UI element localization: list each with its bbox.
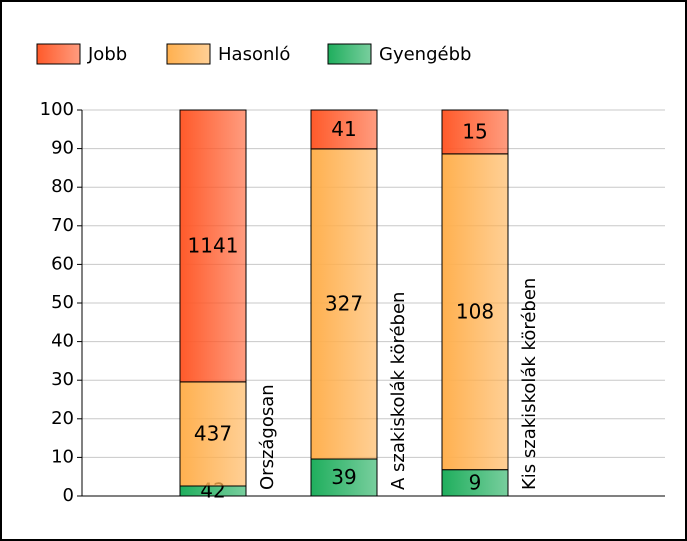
bar-segment <box>310 148 378 460</box>
y-tick-label: 80 <box>51 176 74 197</box>
y-tick-label: 40 <box>51 331 74 352</box>
bar-segment <box>441 153 509 471</box>
data-label: 9 <box>469 470 482 494</box>
y-tick-label: 60 <box>51 253 74 274</box>
category-label: Kis szakiskolák körében <box>519 278 540 490</box>
data-label: 327 <box>325 291 363 315</box>
data-label: 1141 <box>188 233 239 257</box>
data-label: 437 <box>194 421 232 445</box>
y-tick-label: 10 <box>51 446 74 467</box>
y-tick-label: 0 <box>63 485 74 506</box>
y-tick-label: 30 <box>51 369 74 390</box>
category-label: A szakiskolák körében <box>388 292 409 490</box>
data-label: 108 <box>456 299 494 323</box>
data-label: 41 <box>331 117 356 141</box>
legend-label: Gyengébb <box>379 44 471 65</box>
legend-swatch <box>36 43 81 65</box>
category-label: Országosan <box>257 384 278 490</box>
legend-label: Jobb <box>87 44 127 65</box>
data-label: 39 <box>331 465 356 489</box>
data-label: 15 <box>462 119 487 143</box>
y-tick-label: 100 <box>40 99 74 120</box>
y-tick-label: 50 <box>51 292 74 313</box>
bar-segment <box>441 109 509 155</box>
bar-segment <box>441 469 509 497</box>
bar-segment <box>179 109 247 383</box>
y-tick-label: 90 <box>51 138 74 159</box>
y-tick-label: 70 <box>51 215 74 236</box>
bar-segment <box>310 458 378 497</box>
legend-swatch <box>166 43 211 65</box>
bar-segment <box>310 109 378 150</box>
bar-segment <box>179 381 247 487</box>
y-tick-label: 20 <box>51 408 74 429</box>
legend-label: Hasonló <box>218 44 290 65</box>
legend-swatch <box>327 43 372 65</box>
